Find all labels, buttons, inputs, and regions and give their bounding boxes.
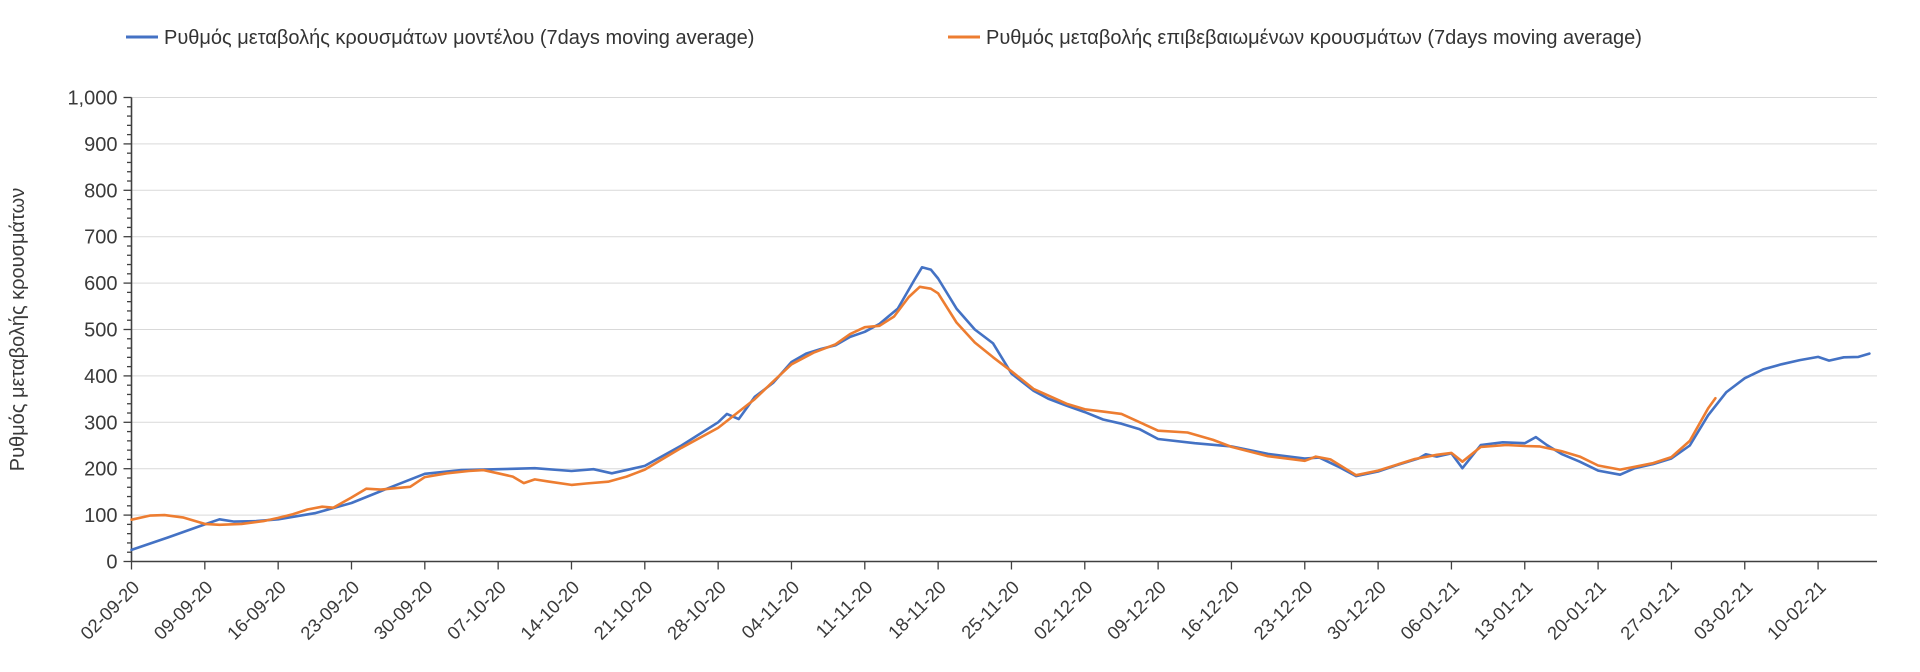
x-tick-label: 13-01-21: [1469, 576, 1536, 643]
x-tick-label: 11-11-20: [811, 576, 876, 641]
x-tick-label: 02-09-20: [76, 576, 143, 643]
gridlines: [131, 97, 1877, 516]
legend-item-confirmed: Ρυθμός μεταβολής επιβεβαιωμένων κρουσμάτ…: [948, 27, 1642, 49]
legend-label: Ρυθμός μεταβολής κρουσμάτων μοντέλου (7d…: [164, 27, 754, 49]
x-tick-label: 21-10-20: [589, 576, 656, 643]
x-tick-label: 02-12-20: [1029, 576, 1096, 643]
y-tick-label: 0: [106, 552, 117, 574]
legend-label: Ρυθμός μεταβολής επιβεβαιωμένων κρουσμάτ…: [986, 27, 1642, 49]
y-tick-label: 400: [84, 366, 117, 388]
legend: Ρυθμός μεταβολής κρουσμάτων μοντέλου (7d…: [126, 27, 1642, 49]
x-tick-label: 09-12-20: [1103, 576, 1170, 643]
y-axis-title: Ρυθμός μεταβολής κρουσμάτων: [7, 188, 29, 472]
confirmed-series-line: [130, 285, 1717, 527]
legend-item-model: Ρυθμός μεταβολής κρουσμάτων μοντέλου (7d…: [126, 27, 754, 49]
y-tick-label: 100: [84, 505, 117, 527]
y-tick-label: 200: [84, 459, 117, 481]
x-tick-label: 07-10-20: [443, 576, 510, 643]
x-tick-label: 20-01-21: [1543, 576, 1610, 643]
x-tick-label: 10-02-21: [1763, 576, 1830, 643]
model-series-line: [130, 265, 1871, 552]
x-tick-label: 16-12-20: [1176, 576, 1243, 643]
x-tick-label: 03-02-21: [1689, 576, 1756, 643]
y-tick-label: 800: [84, 180, 117, 202]
y-tick-label: 500: [84, 320, 117, 342]
x-tick-label: 18-11-20: [884, 576, 950, 642]
x-tick-label: 06-01-21: [1396, 576, 1463, 643]
y-tick-label: 900: [84, 134, 117, 156]
y-tick-label: 700: [84, 227, 117, 249]
x-axis: 02-09-20 09-09-20 16-09-20 23-09-20 30-09-20…: [76, 561, 1830, 644]
y-tick-label: 1,000: [67, 88, 117, 110]
x-tick-label: 30-09-20: [369, 576, 436, 643]
x-tick-label: 04-11-20: [737, 576, 803, 642]
y-axis: 0 100 200 300 400 500 600 700 800 900 1,000: [67, 88, 132, 574]
y-tick-label: 300: [84, 412, 117, 434]
x-tick-label: 27-01-21: [1616, 576, 1683, 643]
series: [130, 265, 1871, 552]
x-tick-label: 23-12-20: [1249, 576, 1316, 643]
x-tick-label: 25-11-20: [957, 576, 1023, 642]
y-tick-label: 600: [84, 273, 117, 295]
x-tick-label: 16-09-20: [223, 576, 290, 643]
x-tick-label: 09-09-20: [149, 576, 216, 643]
x-tick-label: 30-12-20: [1323, 576, 1390, 643]
x-tick-label: 14-10-20: [516, 576, 583, 643]
x-tick-label: 28-10-20: [663, 576, 730, 643]
x-tick-label: 23-09-20: [296, 576, 363, 643]
